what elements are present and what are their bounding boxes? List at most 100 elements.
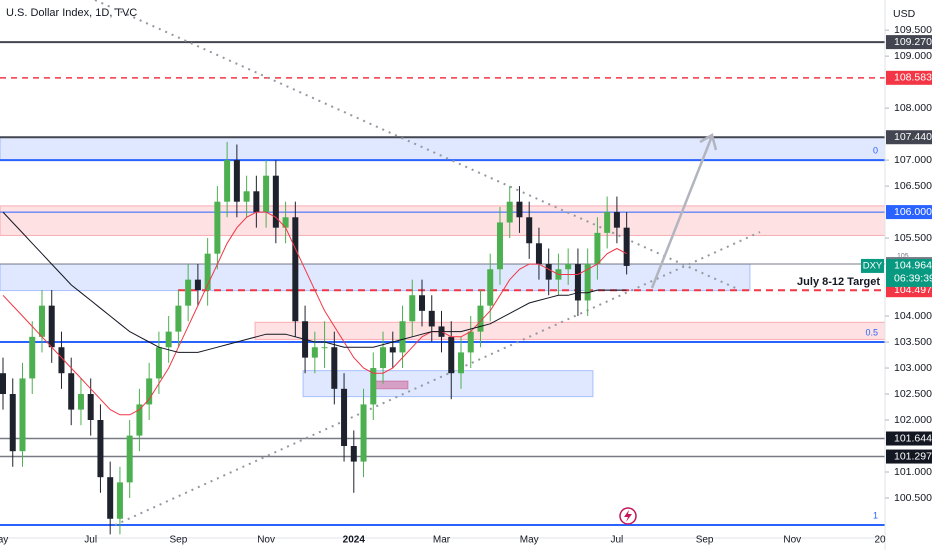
candle-body: [604, 212, 611, 233]
level-tag-label: 108.583: [894, 72, 932, 84]
y-tick-label: 102.500: [894, 388, 932, 400]
y-tick-label: 106.500: [894, 180, 932, 192]
countdown: 06:39:39: [894, 273, 932, 285]
level-tag: [886, 449, 932, 464]
symbol-title: U.S. Dollar Index, 1D, TVC: [6, 7, 137, 19]
candle-body: [233, 160, 240, 202]
level-tag: [886, 70, 932, 85]
fib-label: 0: [873, 145, 878, 155]
fib-label: 1: [873, 510, 878, 520]
level-tag: [886, 130, 932, 145]
candle-body: [594, 232, 601, 265]
candle-body: [311, 347, 318, 358]
candle-body: [107, 477, 114, 519]
axis: ay Jul Sep Nov 2024 Mar May Jul Sep Nov 20 100.500 1…: [0, 24, 932, 546]
symbol-tag-label: DXY: [863, 260, 883, 271]
y-tick-label: 100.500: [894, 492, 932, 504]
candle-body: [380, 347, 387, 369]
target-annotation: July 8-12 Target: [797, 276, 880, 288]
candle-body: [282, 217, 289, 228]
plot: July 8-12 Target: [0, 141, 880, 535]
candle-body: [155, 347, 162, 379]
y-tick-label: 108.000: [894, 102, 932, 114]
candle-body: [116, 482, 123, 519]
small-label: 105: [897, 253, 909, 260]
candle-body: [516, 201, 523, 218]
zones: 00.51: [0, 41, 886, 527]
y-tick-label: 102.000: [894, 414, 932, 426]
level-tag-label: 109.270: [894, 36, 932, 48]
candle-body: [613, 212, 620, 228]
candle-body: [48, 305, 55, 348]
zone: [0, 136, 886, 161]
candle-body: [545, 264, 552, 280]
candle-body: [97, 420, 104, 478]
candle-body: [204, 253, 211, 291]
x-tick-label: Jul: [611, 535, 624, 546]
candle-body: [194, 279, 201, 291]
candle-body: [399, 321, 406, 353]
candle-body: [428, 310, 435, 327]
x-tick-label: Sep: [170, 535, 188, 546]
candle-body: [38, 305, 45, 337]
candle-body: [58, 347, 65, 374]
arrow: [650, 133, 718, 289]
currency: USD: [893, 8, 916, 20]
candle-body: [457, 352, 464, 374]
level-tag: [886, 205, 932, 220]
candle-body: [526, 217, 533, 244]
level-tag-label: 101.297: [894, 450, 932, 462]
candle-body: [0, 373, 6, 395]
candle-body: [565, 264, 572, 270]
candle-body: [214, 201, 221, 254]
candle-body: [341, 388, 348, 446]
x-tick-label: ay: [0, 535, 8, 546]
moving-average: [2, 211, 627, 416]
candle-body: [389, 347, 396, 353]
x-tick-label: Nov: [257, 535, 275, 546]
candle-body: [9, 394, 16, 452]
candle-body: [419, 295, 426, 311]
y-tick-label: 103.500: [894, 336, 932, 348]
icon-bolt[interactable]: [624, 510, 632, 522]
zone: [302, 370, 594, 398]
candle-body: [360, 404, 367, 462]
candle-body: [331, 347, 338, 389]
event-icon[interactable]: [619, 507, 637, 525]
candle-body: [77, 394, 84, 410]
candle-body: [584, 264, 591, 301]
y-tick-label: 107.000: [894, 154, 932, 166]
candle-body: [321, 347, 328, 349]
x-tick-label: 20: [874, 535, 886, 546]
level-tag-label: 101.644: [894, 432, 932, 444]
candle-body: [448, 336, 455, 374]
symbol-tag: [861, 258, 884, 273]
x-tick-label: 2024: [343, 535, 366, 546]
candle-body: [506, 201, 513, 223]
candle-body: [370, 368, 377, 405]
x-tick-label: Mar: [433, 535, 451, 546]
candle-body: [146, 378, 153, 405]
last-price-label: 104.964: [894, 260, 932, 272]
candle-body: [292, 217, 299, 322]
candle-body: [623, 227, 630, 266]
candle-body: [409, 295, 416, 322]
level-tag-label: 104.497: [894, 284, 932, 296]
candle-body: [243, 191, 250, 202]
level-tag-label: 106.000: [894, 206, 932, 218]
candle-body: [136, 404, 143, 436]
candle-body: [87, 394, 94, 421]
y-tick-label: 101.000: [894, 466, 932, 478]
x-tick-label: Nov: [783, 535, 801, 546]
y-tick-label: 104.000: [894, 310, 932, 322]
arrow-shaft: [650, 135, 714, 289]
zone: [254, 321, 886, 340]
candle-body: [165, 331, 172, 348]
x-tick-label: Sep: [696, 535, 714, 546]
y-tick-label: 109.500: [894, 24, 932, 36]
level-tag: [886, 35, 932, 50]
level-tag: [886, 431, 932, 446]
candle-body: [263, 175, 270, 213]
